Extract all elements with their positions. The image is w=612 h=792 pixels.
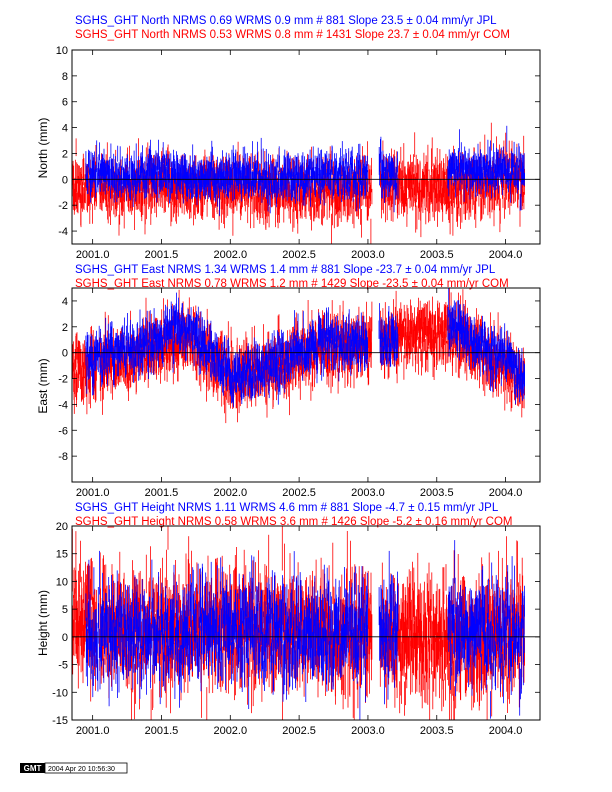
north-frame (71, 49, 541, 245)
y-tick-label: 10 (56, 45, 68, 57)
north-series-jpl (85, 125, 525, 216)
y-tick-label: 2 (62, 322, 68, 334)
east-frame (71, 287, 541, 483)
north-title-jpl: SGHS_GHT North NRMS 0.69 WRMS 0.9 mm # 8… (75, 15, 497, 27)
y-tick-label: -4 (58, 226, 68, 238)
x-tick-label: 2002.5 (282, 249, 316, 261)
y-tick-label: -2 (58, 374, 68, 386)
north-y-axis-label: North (mm) (36, 118, 50, 179)
y-tick-label: 0 (62, 174, 68, 186)
height-title-com: SGHS_GHT Height NRMS 0.58 WRMS 3.6 mm # … (75, 516, 513, 528)
y-tick-label: -2 (58, 200, 68, 212)
east-y-axis-label: East (mm) (36, 358, 50, 413)
height-y-axis-label: Height (mm) (36, 590, 50, 656)
x-tick-label: 2003.0 (351, 487, 385, 499)
x-tick-label: 2001.0 (76, 249, 110, 261)
x-tick-label: 2002.0 (213, 487, 247, 499)
x-tick-label: 2002.5 (282, 487, 316, 499)
x-tick-label: 2001.5 (145, 487, 179, 499)
north-title-com: SGHS_GHT North NRMS 0.53 WRMS 0.8 mm # 1… (75, 29, 510, 41)
east-plot-area (72, 288, 525, 424)
x-tick-label: 2002.0 (213, 249, 247, 261)
x-tick-label: 2003.5 (420, 249, 454, 261)
height-title-jpl: SGHS_GHT Height NRMS 1.11 WRMS 4.6 mm # … (75, 502, 499, 514)
height-plot-area (72, 526, 525, 720)
east-title-com: SGHS_GHT East NRMS 0.78 WRMS 1.2 mm # 14… (75, 278, 509, 290)
x-tick-label: 2001.0 (76, 487, 110, 499)
y-tick-label: -6 (58, 425, 68, 437)
y-tick-label: 8 (62, 71, 68, 83)
panel-north: SGHS_GHT North NRMS 0.69 WRMS 0.9 mm # 8… (36, 15, 541, 261)
x-tick-label: 2004.0 (489, 249, 523, 261)
y-tick-label: 6 (62, 97, 68, 109)
x-tick-label: 2003.5 (420, 487, 454, 499)
y-tick-label: -4 (58, 399, 68, 411)
y-tick-label: 4 (62, 296, 68, 308)
east-title-jpl: SGHS_GHT East NRMS 1.34 WRMS 1.4 mm # 88… (75, 264, 496, 276)
panel-height: SGHS_GHT Height NRMS 1.11 WRMS 4.6 mm # … (36, 502, 541, 737)
y-tick-label: 2 (62, 148, 68, 160)
y-tick-label: 0 (62, 348, 68, 360)
east-series-jpl (85, 288, 525, 408)
panel-east: SGHS_GHT East NRMS 1.34 WRMS 1.4 mm # 88… (36, 264, 541, 499)
y-tick-label: 4 (62, 123, 68, 135)
north-plot-area (72, 122, 525, 244)
x-tick-label: 2001.5 (145, 249, 179, 261)
x-tick-label: 2004.0 (489, 487, 523, 499)
y-tick-label: -8 (58, 451, 68, 463)
x-tick-label: 2003.0 (351, 249, 385, 261)
